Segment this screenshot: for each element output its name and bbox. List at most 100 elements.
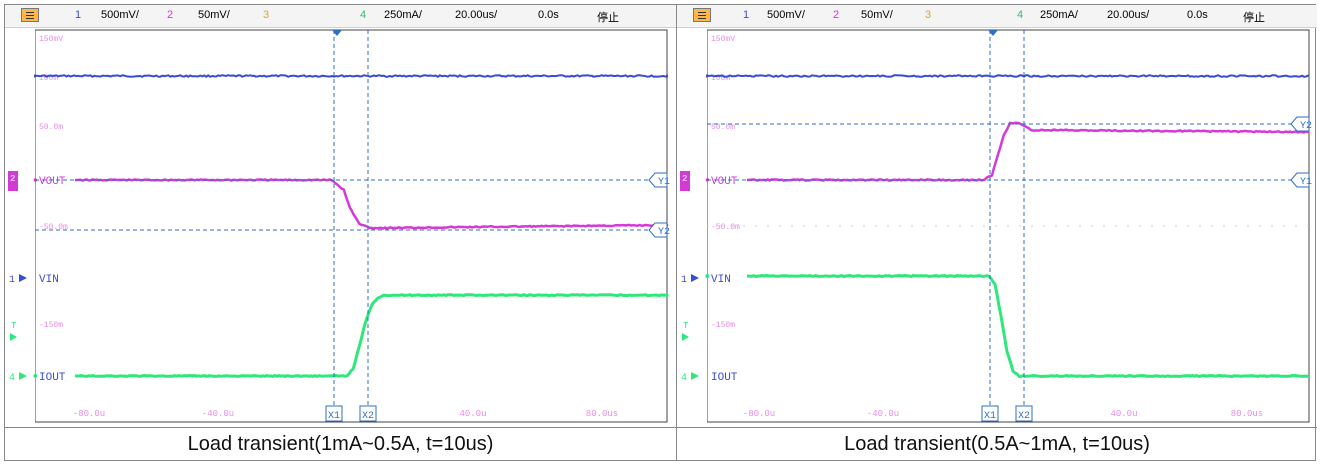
trace-iout [705, 274, 1310, 378]
scope-toolbar: 1 500mV/ 2 50mV/ 3 4 250mA/ 20.00us/ 0.0… [5, 5, 676, 28]
scope-plot: 150mV 100m 50.0m -50.0m -150m -80.0u -40.0u 40.… [677, 28, 1312, 424]
grid-label: 150mV [39, 35, 63, 44]
cursor-y2-tag [648, 222, 668, 238]
scope-display: 150mV 100m 50.0m -50.0m -150m -80.0u -40.0u 40.… [5, 28, 676, 424]
grid-label: 100m [39, 74, 58, 83]
grid-label: -50.0m [39, 223, 68, 232]
ch2-marker-label: 2 [682, 174, 687, 184]
ch2-scale: 50mV/ [198, 9, 230, 21]
trigger-marker [10, 333, 17, 341]
time-offset: 0.0s [538, 9, 559, 21]
x-tick-label: 80.0us [586, 409, 618, 419]
trace-label-bg [37, 369, 75, 382]
x-tick-label: -40.0u [202, 409, 234, 419]
cursor-y2-label: Y2 [1300, 121, 1312, 132]
trace-label-vout: VOUT [39, 176, 66, 188]
scope-panel-left: 1 500mV/ 2 50mV/ 3 4 250mA/ 20.00us/ 0.0… [5, 5, 677, 461]
menu-icon[interactable] [693, 8, 711, 22]
trace-label-iout: IOUT [39, 372, 66, 384]
ch3-number[interactable]: 3 [263, 9, 270, 21]
trace-vin [706, 74, 1310, 78]
cursor-y1-tag [648, 172, 668, 188]
run-status[interactable]: 停止 [1243, 12, 1265, 24]
trace-label-vin: VIN [39, 274, 59, 286]
ch2-number[interactable]: 2 [167, 9, 174, 21]
menu-icon[interactable] [21, 8, 39, 22]
x-tick-label: -80.0u [743, 409, 775, 419]
cursor-x2-tag [1015, 405, 1033, 422]
channel-marker-strip [677, 28, 707, 424]
cursor-x2-tag [359, 405, 377, 422]
cursor-y2-label: Y2 [658, 227, 670, 238]
figure-frame: 1 500mV/ 2 50mV/ 3 4 250mA/ 20.00us/ 0.0… [4, 4, 1317, 461]
ch1-marker [691, 274, 699, 282]
scope-plot: 150mV 100m 50.0m -50.0m -150m -80.0u -40.0u 40.… [5, 28, 670, 424]
cursor-y2-tag [1290, 116, 1310, 132]
x-tick-label: -40.0u [867, 409, 899, 419]
trace-iout [33, 293, 669, 378]
trace-label-bg [709, 369, 747, 382]
grid-label: 50.0m [711, 123, 735, 132]
grid-label: -50.0m [711, 223, 740, 232]
ch1-marker-label: 1 [681, 275, 687, 286]
ch2-marker [680, 171, 690, 191]
trigger-position-marker [988, 30, 998, 36]
trace-label-bg [37, 271, 75, 284]
grid-label: 150mV [711, 35, 735, 44]
x-tick-label: 80.0us [1231, 409, 1263, 419]
cursor-y1-label: Y1 [1300, 177, 1312, 188]
grid-label: -150m [39, 321, 63, 330]
ch4-scale: 250mA/ [1040, 9, 1078, 21]
trigger-marker-label: T [11, 321, 17, 331]
ch3-number[interactable]: 3 [925, 9, 932, 21]
ch1-scale: 500mV/ [767, 9, 805, 21]
run-status[interactable]: 停止 [597, 12, 619, 24]
trace-label-vout: VOUT [711, 176, 738, 188]
cursor-x2-label: X2 [1018, 411, 1030, 422]
grid-label: -150m [711, 321, 735, 330]
channel-marker-strip [5, 28, 35, 424]
trace-label-bg [709, 271, 747, 284]
figure-caption: Load transient(1mA~0.5A, t=10us) [5, 427, 676, 462]
ch2-marker-label: 2 [10, 174, 15, 184]
ch1-number[interactable]: 1 [743, 9, 750, 21]
timebase: 20.00us/ [455, 9, 498, 21]
ch2-marker [8, 171, 18, 191]
cursor-y1-tag [1290, 172, 1310, 188]
trigger-marker [682, 333, 689, 341]
trace-label-iout: IOUT [711, 372, 738, 384]
ch1-marker-label: 1 [9, 275, 15, 286]
trigger-position-marker [332, 30, 342, 36]
x-tick-label: 40.0u [1110, 409, 1137, 419]
scope-display: 150mV 100m 50.0m -50.0m -150m -80.0u -40.0u 40.… [677, 28, 1317, 424]
ch1-number[interactable]: 1 [75, 9, 82, 21]
cursor-x2-label: X2 [362, 411, 374, 422]
time-offset: 0.0s [1187, 9, 1208, 21]
ch4-marker [19, 372, 27, 380]
ch4-marker-label: 4 [9, 373, 15, 384]
ch2-scale: 50mV/ [861, 9, 893, 21]
x-tick-label: 40.0u [459, 409, 486, 419]
x-tick-label: -80.0u [73, 409, 105, 419]
ch4-number[interactable]: 4 [360, 9, 367, 21]
cursor-x1-label: X1 [328, 411, 340, 422]
cursor-x1-tag [325, 405, 343, 422]
cursor-y1-label: Y1 [658, 177, 670, 188]
scope-panel-right: 1 500mV/ 2 50mV/ 3 4 250mA/ 20.00us/ 0.0… [677, 5, 1317, 461]
scope-toolbar: 1 500mV/ 2 50mV/ 3 4 250mA/ 20.00us/ 0.0… [677, 5, 1317, 28]
ch1-marker [19, 274, 27, 282]
ch4-marker [691, 372, 699, 380]
grid-label: 50.0m [39, 123, 63, 132]
ch1-scale: 500mV/ [101, 9, 139, 21]
figure-caption: Load transient(0.5A~1mA, t=10us) [677, 427, 1317, 462]
timebase: 20.00us/ [1107, 9, 1150, 21]
trigger-marker-label: T [683, 321, 689, 331]
ch4-number[interactable]: 4 [1017, 9, 1024, 21]
trace-label-vin: VIN [711, 274, 731, 286]
ch4-marker-label: 4 [681, 373, 687, 384]
trace-vin [34, 74, 668, 78]
cursor-x1-tag [981, 405, 999, 422]
ch2-number[interactable]: 2 [833, 9, 840, 21]
ch4-scale: 250mA/ [384, 9, 422, 21]
cursor-x1-label: X1 [984, 411, 996, 422]
